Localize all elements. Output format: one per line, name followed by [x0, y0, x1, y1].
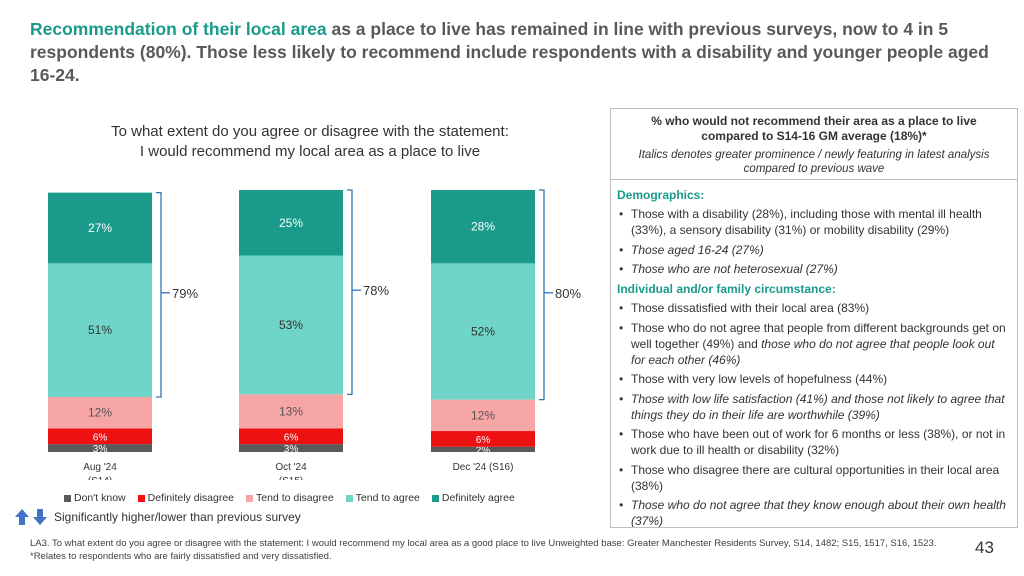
- bar-segment: [239, 394, 343, 429]
- bar-segment: [239, 255, 343, 395]
- significance-key: Significantly higher/lower than previous…: [14, 508, 301, 526]
- legend-label: Don't know: [74, 492, 126, 504]
- legend-swatch: [137, 494, 145, 502]
- panel-list: Those dissatisfied with their local area…: [617, 300, 1011, 527]
- category-label: Dec '24 (S16): [453, 462, 514, 473]
- data-label: 6%: [93, 432, 108, 443]
- legend-item: Tend to disagree: [246, 492, 334, 504]
- bar-segment: [431, 399, 535, 432]
- net-agree-bracket: [347, 189, 353, 396]
- significance-note: Significantly higher/lower than previous…: [54, 510, 301, 524]
- up-down-arrows-icon: [15, 509, 47, 525]
- data-label: 27%: [88, 221, 112, 235]
- footnote: LA3. To what extent do you agree or disa…: [30, 538, 937, 562]
- data-label: 53%: [279, 318, 303, 332]
- legend-label: Definitely disagree: [147, 492, 235, 504]
- bar-segment: [48, 263, 152, 397]
- data-label: 3%: [284, 444, 299, 455]
- data-label: 28%: [471, 220, 495, 234]
- bar-segment: [431, 263, 535, 400]
- panel-list-item: Those who do not agree that they know en…: [617, 497, 1011, 527]
- panel-list-item: Those who have been out of work for 6 mo…: [617, 426, 1011, 458]
- panel-italic-text: those who do not agree that people look …: [631, 336, 995, 367]
- headline: Recommendation of their local area as a …: [30, 18, 995, 87]
- chart-question: To what extent do you agree or disagree …: [60, 122, 560, 162]
- data-label: 12%: [471, 408, 495, 422]
- panel-body: Demographics: Those with a disability (28…: [610, 180, 1018, 528]
- net-agree-bracket: [156, 191, 162, 398]
- panel-title: % who would not recommend their area as …: [651, 114, 977, 143]
- category-label: Oct '24: [275, 462, 307, 473]
- legend-label: Definitely agree: [441, 492, 515, 504]
- question-line1: To what extent do you agree or disagree …: [111, 123, 509, 140]
- data-label: 2%: [476, 445, 491, 456]
- panel-section-heading: Individual and/or family circumstance:: [617, 282, 836, 296]
- net-agree-label: 79%: [172, 286, 198, 301]
- panel-list: Those with a disability (28%), including…: [617, 206, 1011, 277]
- net-agree-label: 78%: [363, 283, 389, 298]
- data-label: 3%: [93, 444, 108, 455]
- legend-item: Don't know: [64, 492, 126, 504]
- bar-segment: [239, 444, 343, 452]
- chart-legend: Don't know Definitely disagree Tend to dis…: [64, 492, 515, 504]
- bar-segment: [431, 446, 535, 452]
- legend-swatch: [345, 494, 353, 502]
- bar-segment: [239, 428, 343, 445]
- headline-accent: Recommendation of their local area: [30, 19, 327, 39]
- bar-segment: [48, 396, 152, 429]
- category-label: (S15): [279, 476, 303, 480]
- data-label: 6%: [284, 432, 299, 443]
- legend-item: Tend to agree: [345, 492, 420, 504]
- question-line2: I would recommend my local area as a pla…: [139, 143, 481, 160]
- panel-list-item: Those who are not heterosexual (27%): [617, 261, 1011, 277]
- bar-segment: [431, 190, 535, 264]
- bar-segment: [48, 444, 152, 452]
- data-label: 51%: [88, 323, 112, 337]
- panel-header: % who would not recommend their area as …: [610, 108, 1018, 180]
- data-label: 52%: [471, 324, 495, 338]
- legend-item: Definitely disagree: [137, 492, 235, 504]
- data-label: 6%: [476, 435, 491, 446]
- page-number: 43: [975, 538, 994, 557]
- legend-swatch: [246, 494, 254, 502]
- panel-list-item: Those who do not agree that people from …: [617, 320, 1011, 368]
- legend-item: Definitely agree: [431, 492, 515, 504]
- panel-list-item: Those with very low levels of hopefulnes…: [617, 371, 1011, 387]
- data-label: 25%: [279, 216, 303, 230]
- panel-list-item: Those with low life satisfaction (41%) a…: [617, 391, 1011, 423]
- stacked-bar-chart: 3%6%12%51%27%79%Aug '24(S14)3%6%13%53%25…: [48, 189, 581, 480]
- panel-section-heading: Demographics:: [617, 188, 705, 202]
- category-label: (S14): [88, 476, 112, 480]
- legend-label: Tend to disagree: [256, 492, 334, 504]
- panel-list-item: Those aged 16-24 (27%): [617, 242, 1011, 258]
- data-label: 13%: [279, 404, 303, 418]
- bar-segment: [239, 190, 343, 256]
- legend-swatch: [431, 494, 439, 502]
- bar-segment: [48, 192, 152, 264]
- panel-note: Italics denotes greater prominence / new…: [638, 149, 990, 175]
- legend-swatch: [64, 494, 71, 502]
- panel-list-item: Those who disagree there are cultural op…: [617, 462, 1011, 494]
- bar-segment: [48, 428, 152, 445]
- bar-segment: [431, 431, 535, 447]
- headline-rest: as a place to live has remained in line …: [30, 19, 989, 85]
- legend-label: Tend to agree: [355, 492, 420, 504]
- net-agree-label: 80%: [555, 286, 581, 301]
- net-agree-bracket: [539, 189, 545, 401]
- category-label: Aug '24: [83, 462, 117, 473]
- panel-list-item: Those with a disability (28%), including…: [617, 206, 1011, 238]
- data-label: 12%: [88, 406, 112, 420]
- panel-list-item: Those dissatisfied with their local area…: [617, 300, 1011, 316]
